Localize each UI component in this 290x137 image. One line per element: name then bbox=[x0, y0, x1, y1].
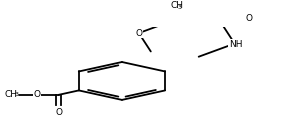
Text: CH: CH bbox=[170, 1, 183, 10]
Text: O: O bbox=[55, 108, 62, 117]
Text: 3: 3 bbox=[14, 92, 18, 97]
Text: O: O bbox=[246, 14, 253, 23]
Text: NH: NH bbox=[229, 40, 243, 49]
Text: O: O bbox=[135, 29, 142, 38]
Text: 3: 3 bbox=[177, 5, 182, 10]
Text: O: O bbox=[34, 90, 41, 99]
Text: CH: CH bbox=[4, 90, 17, 99]
